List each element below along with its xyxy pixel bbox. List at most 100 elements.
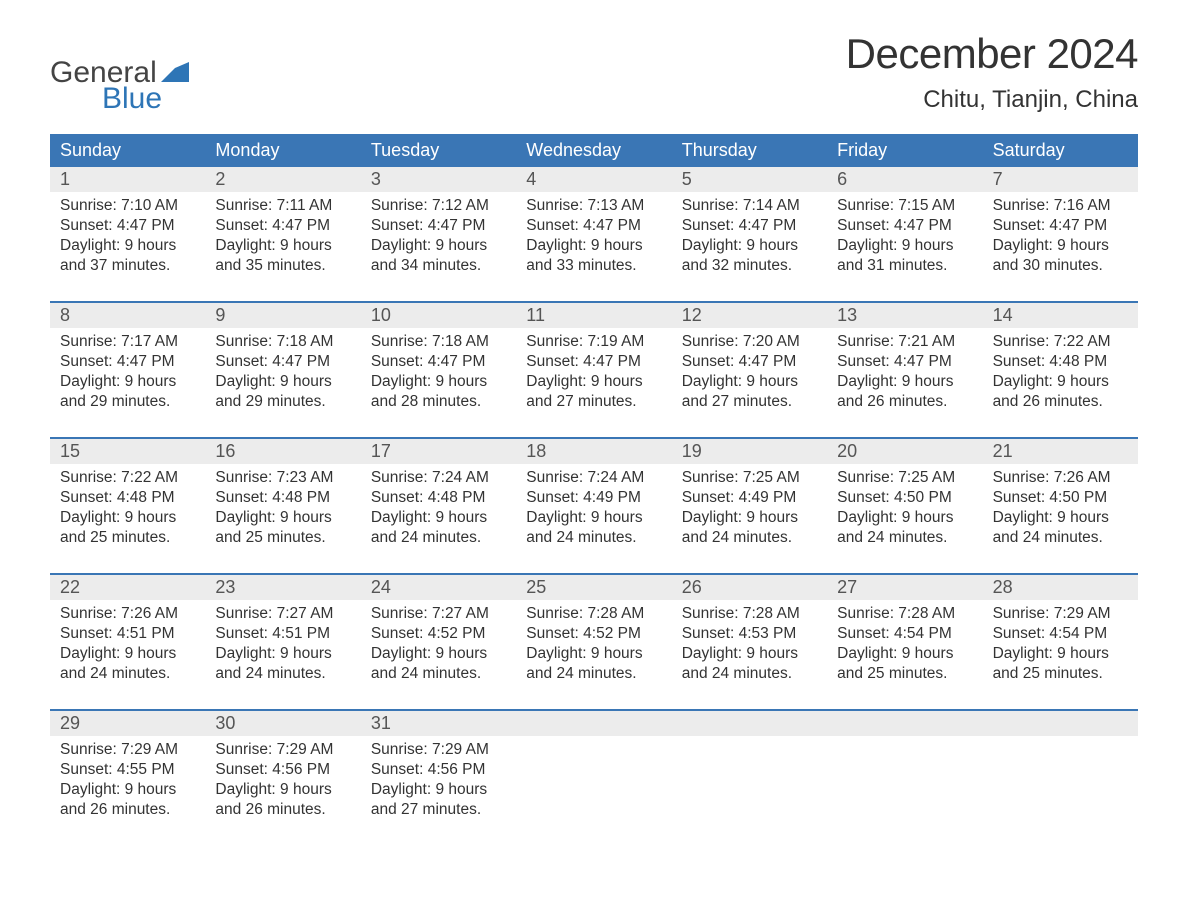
daylight-text-2: and 25 minutes. (837, 664, 972, 684)
day-body: Sunrise: 7:27 AMSunset: 4:51 PMDaylight:… (205, 600, 360, 685)
daylight-text-2: and 27 minutes. (371, 800, 506, 820)
sunset-text: Sunset: 4:47 PM (215, 216, 350, 236)
daylight-text-1: Daylight: 9 hours (215, 644, 350, 664)
day-cell: 27Sunrise: 7:28 AMSunset: 4:54 PMDayligh… (827, 575, 982, 695)
sunrise-text: Sunrise: 7:25 AM (837, 468, 972, 488)
daylight-text-1: Daylight: 9 hours (837, 372, 972, 392)
weekday-header: Thursday (672, 134, 827, 167)
sunrise-text: Sunrise: 7:29 AM (993, 604, 1128, 624)
sunrise-text: Sunrise: 7:17 AM (60, 332, 195, 352)
title-block: December 2024 Chitu, Tianjin, China (846, 30, 1138, 114)
day-cell: 16Sunrise: 7:23 AMSunset: 4:48 PMDayligh… (205, 439, 360, 559)
day-body: Sunrise: 7:29 AMSunset: 4:56 PMDaylight:… (361, 736, 516, 821)
day-body: Sunrise: 7:26 AMSunset: 4:50 PMDaylight:… (983, 464, 1138, 549)
sunset-text: Sunset: 4:54 PM (993, 624, 1128, 644)
day-cell: 11Sunrise: 7:19 AMSunset: 4:47 PMDayligh… (516, 303, 671, 423)
daylight-text-1: Daylight: 9 hours (837, 644, 972, 664)
daylight-text-2: and 24 minutes. (993, 528, 1128, 548)
day-body: Sunrise: 7:28 AMSunset: 4:53 PMDaylight:… (672, 600, 827, 685)
sunset-text: Sunset: 4:49 PM (682, 488, 817, 508)
sunset-text: Sunset: 4:51 PM (215, 624, 350, 644)
sunset-text: Sunset: 4:51 PM (60, 624, 195, 644)
daylight-text-2: and 26 minutes. (60, 800, 195, 820)
day-cell (827, 711, 982, 831)
sunrise-text: Sunrise: 7:14 AM (682, 196, 817, 216)
day-number: 3 (361, 167, 516, 192)
day-body: Sunrise: 7:29 AMSunset: 4:55 PMDaylight:… (50, 736, 205, 821)
sunset-text: Sunset: 4:47 PM (215, 352, 350, 372)
daylight-text-2: and 25 minutes. (215, 528, 350, 548)
daylight-text-1: Daylight: 9 hours (371, 236, 506, 256)
sunrise-text: Sunrise: 7:23 AM (215, 468, 350, 488)
day-body: Sunrise: 7:28 AMSunset: 4:54 PMDaylight:… (827, 600, 982, 685)
sunrise-text: Sunrise: 7:12 AM (371, 196, 506, 216)
daylight-text-2: and 24 minutes. (837, 528, 972, 548)
sunrise-text: Sunrise: 7:26 AM (993, 468, 1128, 488)
day-cell: 21Sunrise: 7:26 AMSunset: 4:50 PMDayligh… (983, 439, 1138, 559)
daylight-text-1: Daylight: 9 hours (682, 236, 817, 256)
day-number: 12 (672, 303, 827, 328)
sunrise-text: Sunrise: 7:20 AM (682, 332, 817, 352)
day-cell: 10Sunrise: 7:18 AMSunset: 4:47 PMDayligh… (361, 303, 516, 423)
sunrise-text: Sunrise: 7:28 AM (682, 604, 817, 624)
daylight-text-2: and 32 minutes. (682, 256, 817, 276)
day-number: 5 (672, 167, 827, 192)
sunset-text: Sunset: 4:48 PM (371, 488, 506, 508)
day-cell: 30Sunrise: 7:29 AMSunset: 4:56 PMDayligh… (205, 711, 360, 831)
daylight-text-1: Daylight: 9 hours (215, 508, 350, 528)
day-body: Sunrise: 7:28 AMSunset: 4:52 PMDaylight:… (516, 600, 671, 685)
daylight-text-2: and 24 minutes. (60, 664, 195, 684)
day-body: Sunrise: 7:24 AMSunset: 4:49 PMDaylight:… (516, 464, 671, 549)
day-number: 17 (361, 439, 516, 464)
daylight-text-2: and 30 minutes. (993, 256, 1128, 276)
day-cell (672, 711, 827, 831)
day-number: 24 (361, 575, 516, 600)
daylight-text-1: Daylight: 9 hours (371, 508, 506, 528)
location-subtitle: Chitu, Tianjin, China (846, 86, 1138, 114)
day-number: 6 (827, 167, 982, 192)
day-body (827, 736, 982, 740)
sunrise-text: Sunrise: 7:29 AM (60, 740, 195, 760)
daylight-text-1: Daylight: 9 hours (215, 780, 350, 800)
day-body: Sunrise: 7:19 AMSunset: 4:47 PMDaylight:… (516, 328, 671, 413)
weekday-header: Monday (205, 134, 360, 167)
sunset-text: Sunset: 4:56 PM (215, 760, 350, 780)
daylight-text-1: Daylight: 9 hours (371, 372, 506, 392)
daylight-text-2: and 25 minutes. (60, 528, 195, 548)
calendar: Sunday Monday Tuesday Wednesday Thursday… (50, 134, 1138, 831)
day-number: 20 (827, 439, 982, 464)
day-body: Sunrise: 7:10 AMSunset: 4:47 PMDaylight:… (50, 192, 205, 277)
day-cell: 6Sunrise: 7:15 AMSunset: 4:47 PMDaylight… (827, 167, 982, 287)
sunrise-text: Sunrise: 7:18 AM (215, 332, 350, 352)
sunrise-text: Sunrise: 7:16 AM (993, 196, 1128, 216)
daylight-text-2: and 29 minutes. (60, 392, 195, 412)
day-cell: 12Sunrise: 7:20 AMSunset: 4:47 PMDayligh… (672, 303, 827, 423)
sunrise-text: Sunrise: 7:19 AM (526, 332, 661, 352)
day-body: Sunrise: 7:12 AMSunset: 4:47 PMDaylight:… (361, 192, 516, 277)
calendar-week: 15Sunrise: 7:22 AMSunset: 4:48 PMDayligh… (50, 437, 1138, 559)
day-body (516, 736, 671, 740)
sunset-text: Sunset: 4:47 PM (837, 216, 972, 236)
day-body: Sunrise: 7:20 AMSunset: 4:47 PMDaylight:… (672, 328, 827, 413)
day-cell: 4Sunrise: 7:13 AMSunset: 4:47 PMDaylight… (516, 167, 671, 287)
day-number: 28 (983, 575, 1138, 600)
weekday-header: Sunday (50, 134, 205, 167)
daylight-text-2: and 34 minutes. (371, 256, 506, 276)
daylight-text-1: Daylight: 9 hours (215, 372, 350, 392)
day-cell (516, 711, 671, 831)
sunset-text: Sunset: 4:47 PM (526, 216, 661, 236)
sunrise-text: Sunrise: 7:13 AM (526, 196, 661, 216)
daylight-text-1: Daylight: 9 hours (993, 508, 1128, 528)
sunset-text: Sunset: 4:47 PM (60, 216, 195, 236)
daylight-text-1: Daylight: 9 hours (371, 644, 506, 664)
sunrise-text: Sunrise: 7:11 AM (215, 196, 350, 216)
day-cell (983, 711, 1138, 831)
daylight-text-2: and 26 minutes. (837, 392, 972, 412)
daylight-text-1: Daylight: 9 hours (526, 372, 661, 392)
weeks-container: 1Sunrise: 7:10 AMSunset: 4:47 PMDaylight… (50, 167, 1138, 831)
daylight-text-1: Daylight: 9 hours (682, 372, 817, 392)
day-number: 1 (50, 167, 205, 192)
sunrise-text: Sunrise: 7:22 AM (993, 332, 1128, 352)
day-cell: 15Sunrise: 7:22 AMSunset: 4:48 PMDayligh… (50, 439, 205, 559)
daylight-text-1: Daylight: 9 hours (993, 236, 1128, 256)
